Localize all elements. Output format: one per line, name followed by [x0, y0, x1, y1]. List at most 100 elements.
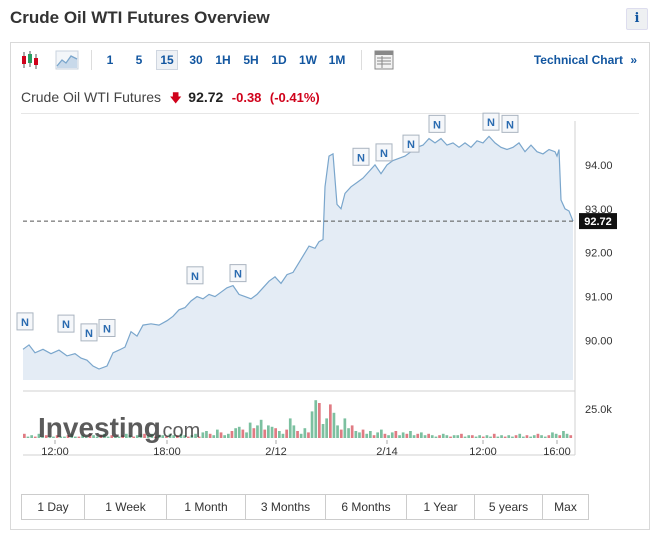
volume-bar: [427, 433, 430, 438]
news-marker[interactable]: N: [80, 323, 98, 342]
volume-bar: [197, 436, 201, 438]
news-marker-box: [57, 314, 75, 333]
volume-bar: [267, 425, 270, 438]
volume-bar: [358, 432, 361, 438]
news-marker[interactable]: N: [482, 112, 500, 131]
range-button-1-day[interactable]: 1 Day: [22, 495, 85, 519]
volume-bar: [547, 435, 551, 438]
table-icon[interactable]: [373, 49, 395, 71]
volume-bar: [278, 431, 281, 438]
range-button-1-week[interactable]: 1 Week: [85, 495, 167, 519]
news-marker-label: N: [506, 119, 514, 131]
interval-15[interactable]: 15: [156, 50, 178, 70]
news-marker[interactable]: N: [402, 134, 420, 153]
volume-bar: [565, 433, 569, 438]
range-button-3-months[interactable]: 3 Months: [246, 495, 326, 519]
volume-bar: [55, 435, 59, 438]
candlestick-icon[interactable]: [19, 49, 41, 71]
volume-bar: [434, 436, 438, 438]
volume-bar: [354, 431, 358, 438]
news-marker-label: N: [380, 148, 388, 160]
area-chart-icon[interactable]: [55, 49, 79, 71]
interval-1h[interactable]: 1H: [215, 53, 231, 67]
interval-5h[interactable]: 5H: [243, 53, 259, 67]
volume-bar: [307, 432, 310, 438]
range-button-6-months[interactable]: 6 Months: [326, 495, 407, 519]
volume-bar: [543, 436, 547, 438]
volume-bar: [310, 411, 314, 438]
volume-bar: [339, 429, 343, 438]
news-marker[interactable]: N: [501, 114, 519, 133]
interval-1d[interactable]: 1D: [271, 53, 287, 67]
volume-bar: [292, 425, 296, 438]
news-marker-box: [80, 323, 98, 342]
y-tick-label: 91.00: [585, 292, 613, 304]
news-marker[interactable]: N: [352, 147, 370, 166]
volume-bar: [270, 426, 274, 438]
current-price-label: 92.72: [584, 216, 612, 228]
volume-bar: [77, 436, 81, 438]
page-title: Crude Oil WTI Futures Overview: [10, 8, 270, 27]
news-marker-label: N: [234, 269, 242, 281]
news-marker[interactable]: N: [375, 143, 393, 162]
technical-chart-link[interactable]: Technical Chart »: [534, 50, 637, 70]
volume-bar: [230, 431, 234, 438]
range-button-max[interactable]: Max: [554, 500, 577, 514]
interval-1[interactable]: 1: [106, 53, 114, 67]
volume-bar: [420, 432, 423, 438]
news-marker-box: [229, 264, 247, 283]
price-area: [23, 136, 573, 380]
news-marker[interactable]: N: [186, 266, 204, 285]
range-button-1-year[interactable]: 1 Year: [407, 495, 475, 519]
info-button[interactable]: i: [626, 8, 648, 30]
volume-bar: [263, 429, 267, 438]
volume-bar: [296, 431, 299, 438]
current-price-tag: [579, 213, 617, 230]
volume-bar: [336, 425, 339, 438]
interval-5[interactable]: 5: [135, 53, 143, 67]
interval-1m[interactable]: 1M: [328, 53, 346, 67]
volume-bar: [412, 435, 416, 438]
x-tick-label: 16:00: [543, 446, 571, 458]
volume-bar: [106, 436, 110, 438]
interval-30[interactable]: 30: [189, 53, 203, 67]
volume-bar: [172, 435, 175, 438]
volume-bar: [63, 436, 66, 438]
volume-bar: [95, 436, 99, 438]
volume-bar: [449, 436, 452, 438]
volume-bar: [168, 433, 172, 438]
news-marker[interactable]: N: [428, 114, 446, 133]
volume-bar: [467, 435, 471, 438]
toolbar-separator: [361, 50, 362, 70]
volume-bar: [321, 424, 325, 438]
y-tick-label: 90.00: [585, 335, 613, 347]
volume-bar: [219, 432, 223, 438]
news-marker[interactable]: N: [57, 314, 75, 333]
volume-bar: [460, 433, 463, 438]
interval-1w[interactable]: 1W: [299, 53, 317, 67]
news-marker[interactable]: N: [229, 264, 247, 283]
volume-bar: [176, 435, 179, 438]
volume-bar: [132, 436, 135, 438]
volume-bar: [536, 433, 540, 438]
range-button-5-years[interactable]: 5 years: [475, 495, 543, 519]
news-marker[interactable]: N: [98, 318, 116, 337]
watermark-suffix: .com: [157, 420, 200, 442]
news-marker-box: [428, 114, 446, 133]
news-marker-box: [482, 112, 500, 131]
volume-bar: [318, 403, 321, 438]
volume-bar: [445, 435, 449, 438]
news-marker[interactable]: N: [16, 312, 34, 331]
volume-bar: [489, 436, 492, 438]
volume-bar: [343, 418, 347, 438]
volume-bar: [248, 422, 252, 438]
range-button-1-month[interactable]: 1 Month: [167, 495, 246, 519]
volume-bar: [52, 436, 55, 438]
volume-bar: [234, 428, 237, 438]
news-marker-label: N: [103, 323, 111, 335]
chart-toolbar: 1 5 15 30 1H 5H 1D 1W 1M Technical Chart…: [11, 43, 649, 77]
volume-bar: [441, 433, 445, 438]
volume-bar: [401, 432, 405, 438]
volume-bar: [157, 435, 161, 438]
volume-bar: [190, 435, 194, 438]
